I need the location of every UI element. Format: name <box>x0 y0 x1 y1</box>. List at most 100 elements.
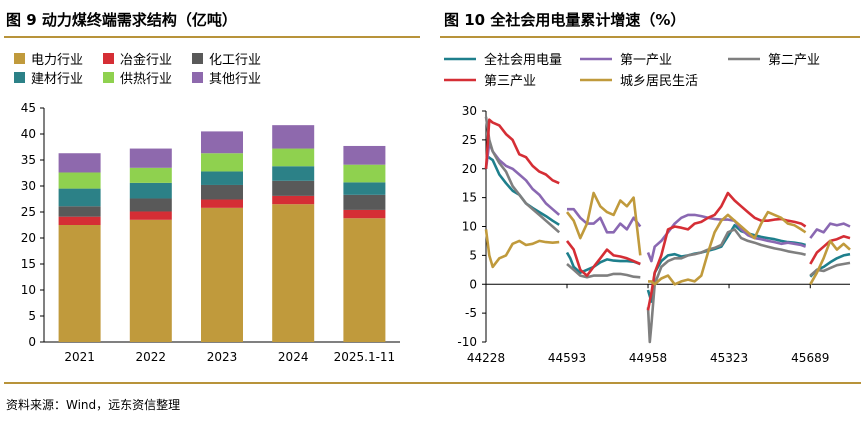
fig9-bar-segment <box>201 153 243 172</box>
fig9-legend-label: 化工行业 <box>209 53 261 68</box>
fig10-series-line <box>646 224 806 303</box>
fig10-legend-label: 第二产业 <box>768 53 820 68</box>
fig9-bar-segment <box>272 148 315 167</box>
fig10-series-line <box>484 229 560 269</box>
fig9-bar-segment <box>343 145 386 165</box>
fig10-series-line <box>566 263 641 279</box>
fig10-x-tick-label: 45689 <box>791 351 829 365</box>
fig10-series-line <box>485 154 560 226</box>
fig10-series-line <box>484 141 561 216</box>
fig10-y-tick-label: 30 <box>462 104 477 118</box>
fig9-legend-swatch <box>103 53 114 64</box>
fig10-x-tick-label: 44958 <box>629 351 667 365</box>
fig9-bar-segment <box>58 216 101 225</box>
fig10-series-line <box>646 191 807 311</box>
fig9-bar-segment <box>58 206 101 217</box>
fig10-series-line <box>809 239 851 285</box>
fig10-series-line <box>565 191 642 256</box>
fig10-y-tick-label: 20 <box>462 162 477 176</box>
fig9-bars <box>58 125 386 342</box>
fig9-x-tick-label: 2024 <box>278 350 309 364</box>
fig9-bar-segment <box>343 218 386 342</box>
fig9-bar-segment <box>343 164 386 183</box>
fig9-bar-segment <box>201 184 243 200</box>
fig10-axes: -10 -5 0 5 10 15 20 25 30 44228 44593 44958 45323 456… <box>457 104 850 365</box>
fig10-legend-label: 第三产业 <box>484 74 536 89</box>
fig9-x-tick-label: 2022 <box>136 350 167 364</box>
fig10-series-line <box>565 240 641 277</box>
fig9-bar-segment <box>343 209 386 219</box>
fig9-bar-segment <box>201 207 243 342</box>
fig10-x-tick-label: 44593 <box>548 351 586 365</box>
footer-rule <box>4 382 861 384</box>
fig10-legend-label: 全社会用电量 <box>484 52 562 68</box>
fig9-x-tick-label: 2025.1-11 <box>334 350 396 364</box>
fig10-y-tick-label: 0 <box>469 277 477 291</box>
fig9-bar-segment <box>58 188 101 207</box>
fig9-bar-segment <box>343 194 386 210</box>
fig9-axes: 0 5 10 15 20 25 30 35 40 45 2021 2022 2023 2024 2025.1… <box>21 101 400 364</box>
fig9-bar-segment <box>129 198 172 212</box>
fig9-bar-segment <box>129 211 172 220</box>
fig9-y-tick-label: 5 <box>28 309 36 323</box>
fig10-series-line <box>484 118 560 185</box>
fig9-legend-swatch <box>103 72 114 83</box>
fig9-bar-segment <box>272 195 315 205</box>
fig10-lines <box>484 116 851 344</box>
fig9-legend-label: 供热行业 <box>120 72 172 87</box>
fig10-y-tick-label: -5 <box>465 306 477 320</box>
fig9-legend-swatch <box>14 72 25 83</box>
fig9-bar-segment <box>201 199 243 208</box>
fig9-bar-segment <box>129 148 172 168</box>
fig9-legend-swatch <box>14 53 25 64</box>
fig10-series <box>484 116 851 344</box>
fig9-legend-label: 其他行业 <box>209 72 261 87</box>
fig10-y-tick-label: 15 <box>462 191 477 205</box>
fig9-bar-segment <box>58 225 101 342</box>
fig9-y-tick-label: 0 <box>28 335 36 349</box>
fig9-bar-segment <box>272 180 315 196</box>
fig9-y-tick-label: 10 <box>21 283 36 297</box>
fig10-series <box>484 141 851 263</box>
fig9-bar-segment <box>129 219 172 342</box>
fig9-legend-swatch <box>192 53 203 64</box>
fig9-y-tick-label: 45 <box>21 101 36 115</box>
fig9-bar-segment <box>201 171 243 185</box>
fig9-y-tick-label: 15 <box>21 257 36 271</box>
fig9-y-tick-label: 35 <box>21 153 36 167</box>
fig10-series-line <box>809 222 851 239</box>
fig9-x-tick-label: 2021 <box>64 350 95 364</box>
fig10-x-tick-label: 45323 <box>710 351 748 365</box>
fig10-y-tick-label: 25 <box>462 133 477 147</box>
fig9-bar-segment <box>272 166 315 181</box>
fig9-y-tick-label: 40 <box>21 127 36 141</box>
fig9-x-tick-label: 2023 <box>207 350 238 364</box>
fig9-bar-segment <box>129 167 172 183</box>
fig10-series-line <box>646 228 806 344</box>
fig9-legend-label: 冶金行业 <box>120 52 172 68</box>
fig10-series <box>484 191 851 286</box>
fig10-series-line <box>484 116 561 234</box>
fig9-bar-segment <box>58 172 101 189</box>
fig9-bar-segment <box>201 131 243 154</box>
fig9-legend-label: 建材行业 <box>31 72 83 87</box>
fig10-series-line <box>565 251 641 275</box>
fig10-x-tick-label: 44228 <box>467 351 505 365</box>
fig10-title: 图 10 全社会用电量累计增速（%） <box>444 11 685 29</box>
fig9-bar-segment <box>272 204 315 342</box>
fig10-legend-label: 城乡居民生活 <box>620 74 698 89</box>
fig9-bar-segment <box>129 182 172 199</box>
fig9-y-tick-label: 20 <box>21 231 36 245</box>
fig9-legend-label: 电力行业 <box>31 53 83 68</box>
fig10-series-line <box>646 213 807 263</box>
fig9-bar-segment <box>343 182 386 195</box>
source-note: 资料来源：Wind，远东资信整理 <box>6 398 181 412</box>
fig9-bar-segment <box>272 125 315 149</box>
fig10-series-line <box>567 207 642 234</box>
fig9-y-tick-label: 25 <box>21 205 36 219</box>
fig9-legend-swatch <box>192 72 203 83</box>
fig10-legend-label: 第一产业 <box>620 53 672 68</box>
